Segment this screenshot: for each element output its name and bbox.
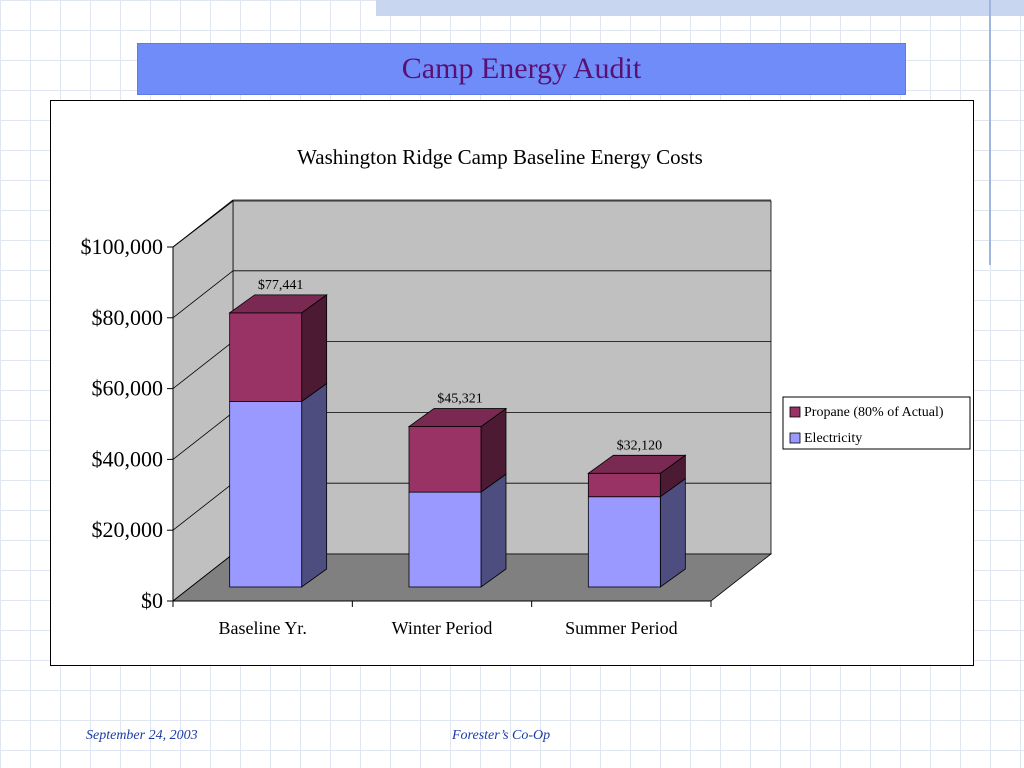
y-tick-label: $100,000	[81, 234, 164, 259]
bar-side-electricity	[480, 473, 507, 588]
bar-electricity	[587, 496, 661, 588]
footer-organization: Forester’s Co-Op	[452, 728, 551, 743]
y-tick-label: $80,000	[92, 305, 164, 330]
bar-propane	[229, 312, 303, 402]
legend-swatch-electricity	[789, 432, 801, 444]
bar-electricity	[408, 491, 482, 588]
bar-propane	[408, 426, 482, 493]
plot-side-wall	[172, 200, 234, 602]
x-tick-label: Winter Period	[392, 618, 493, 638]
y-tick-label: $40,000	[92, 446, 164, 471]
y-tick-label: $0	[141, 588, 163, 613]
chart-title: Washington Ridge Camp Baseline Energy Co…	[297, 145, 703, 169]
bar-electricity	[229, 401, 303, 588]
y-tick-label: $60,000	[92, 376, 164, 401]
slide-title: Camp Energy Audit	[401, 52, 642, 85]
gridline-side	[172, 270, 234, 319]
gridline-side	[172, 341, 234, 389]
bar-side-electricity	[301, 382, 328, 588]
right-decor-rule	[989, 0, 991, 265]
x-tick-label: Baseline Yr.	[219, 618, 307, 638]
bar-side-propane	[301, 294, 328, 403]
bar-top	[407, 408, 508, 427]
gridline-side	[172, 482, 234, 531]
legend-label-propane: Propane (80% of Actual)	[804, 405, 944, 420]
chart-svg: $77,441 $45,321 $32,120 $0 $20,000 $40,000 $6…	[81, 145, 971, 638]
legend: Propane (80% of Actual) Electricity	[782, 396, 971, 450]
bars: $77,441 $45,321 $32,120	[228, 278, 687, 588]
slide-title-banner: Camp Energy Audit	[137, 43, 906, 95]
bar-top	[587, 454, 687, 474]
data-label-total: $32,120	[617, 438, 663, 453]
chart-frame: $77,441 $45,321 $32,120 $0 $20,000 $40,000 $6…	[50, 100, 974, 666]
axes: $0 $20,000 $40,000 $60,000 $80,000 $100,000 Ba…	[81, 234, 712, 638]
data-label-total: $77,441	[258, 278, 304, 293]
top-decor-strip	[376, 0, 1024, 16]
y-tick-label: $20,000	[92, 517, 164, 542]
data-label-total: $45,321	[437, 392, 483, 407]
bar-propane	[587, 472, 661, 498]
gridline-side	[172, 199, 234, 248]
footer-date: September 24, 2003	[86, 728, 198, 743]
legend-swatch-propane	[789, 406, 801, 418]
bar-side-electricity	[659, 477, 686, 588]
legend-label-electricity: Electricity	[804, 431, 862, 446]
legend-box	[782, 396, 971, 450]
x-tick-label: Summer Period	[565, 618, 678, 638]
gridline-side	[172, 412, 234, 460]
bar-top	[228, 294, 328, 314]
